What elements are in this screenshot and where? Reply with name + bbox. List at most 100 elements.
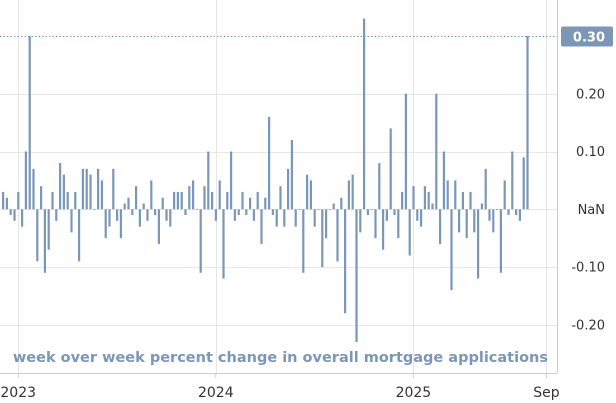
bar (116, 209, 119, 221)
y-tick-label: -0.10 (571, 261, 605, 276)
bar (328, 209, 331, 211)
bar (161, 197, 164, 210)
bar (173, 191, 176, 210)
bar (332, 203, 335, 210)
bar (24, 151, 27, 210)
bar (85, 168, 88, 210)
bar (499, 209, 502, 273)
bar (146, 209, 149, 221)
bar (317, 209, 320, 211)
bar-series (2, 18, 529, 343)
bar (97, 168, 100, 210)
bar (279, 186, 282, 210)
bar (157, 209, 160, 244)
bar (59, 163, 62, 210)
bar (473, 209, 476, 233)
bar (340, 197, 343, 210)
bar (222, 209, 225, 279)
bar (309, 180, 312, 210)
bar (119, 209, 122, 239)
bar (423, 186, 426, 210)
bar (17, 191, 20, 210)
bar (264, 197, 267, 210)
bar (511, 151, 514, 210)
bar (408, 209, 411, 256)
bar (404, 93, 407, 210)
bar (306, 174, 309, 210)
bar (283, 209, 286, 227)
bar (518, 209, 521, 221)
bar (336, 209, 339, 262)
bar (9, 209, 12, 216)
bar (165, 209, 168, 221)
bar (477, 209, 480, 279)
bar (412, 186, 415, 210)
bar (127, 197, 130, 210)
bar (302, 209, 305, 273)
bar (28, 35, 31, 210)
bar (40, 186, 43, 210)
bar (287, 168, 290, 210)
bar (47, 209, 50, 250)
bar (458, 209, 461, 233)
x-tick-label: 2023 (0, 385, 36, 401)
bar (214, 209, 217, 221)
bar (180, 191, 183, 210)
bar (393, 209, 396, 216)
bar (252, 209, 255, 221)
bar (249, 197, 252, 210)
x-tick-label: Sep (533, 385, 560, 401)
bar (484, 168, 487, 210)
bar (176, 191, 179, 210)
bar (492, 209, 495, 233)
bar (150, 180, 153, 210)
bar (294, 209, 297, 227)
bar (515, 209, 518, 216)
bar (78, 209, 81, 262)
bar (397, 209, 400, 239)
bar (450, 209, 453, 291)
bar (271, 209, 274, 216)
bar (13, 209, 16, 221)
last-value-label: 0.30 (573, 31, 605, 46)
bar (192, 180, 195, 210)
bar (142, 203, 145, 210)
bar (230, 151, 233, 210)
bar (195, 209, 198, 211)
bar (184, 209, 187, 216)
bar (507, 209, 510, 216)
bar (260, 209, 263, 244)
bar (416, 209, 419, 221)
bar (374, 209, 377, 239)
bar (382, 209, 385, 250)
bar (62, 174, 65, 210)
bar (70, 209, 73, 233)
bar (74, 191, 77, 210)
bar (36, 209, 39, 262)
bar (169, 209, 172, 227)
bar (89, 174, 92, 210)
chart-annotation: week over week percent change in overall… (13, 350, 548, 366)
bar (401, 191, 404, 210)
bar (245, 209, 248, 216)
bar (233, 209, 236, 221)
bar (526, 35, 529, 210)
bar (522, 157, 525, 210)
bar (431, 203, 434, 210)
bar (370, 209, 373, 211)
bar (446, 180, 449, 210)
bar (100, 180, 103, 210)
x-tick-label: 2025 (396, 385, 432, 401)
bar (366, 209, 369, 216)
bar (5, 197, 8, 210)
y-tick-label: 0.10 (576, 145, 605, 160)
bar (321, 209, 324, 268)
bar (131, 209, 134, 216)
y-tick-label: 0.20 (576, 87, 605, 102)
bar (439, 209, 442, 244)
bar (199, 209, 202, 273)
bar (469, 191, 472, 210)
bar (138, 209, 141, 227)
bar (503, 180, 506, 210)
